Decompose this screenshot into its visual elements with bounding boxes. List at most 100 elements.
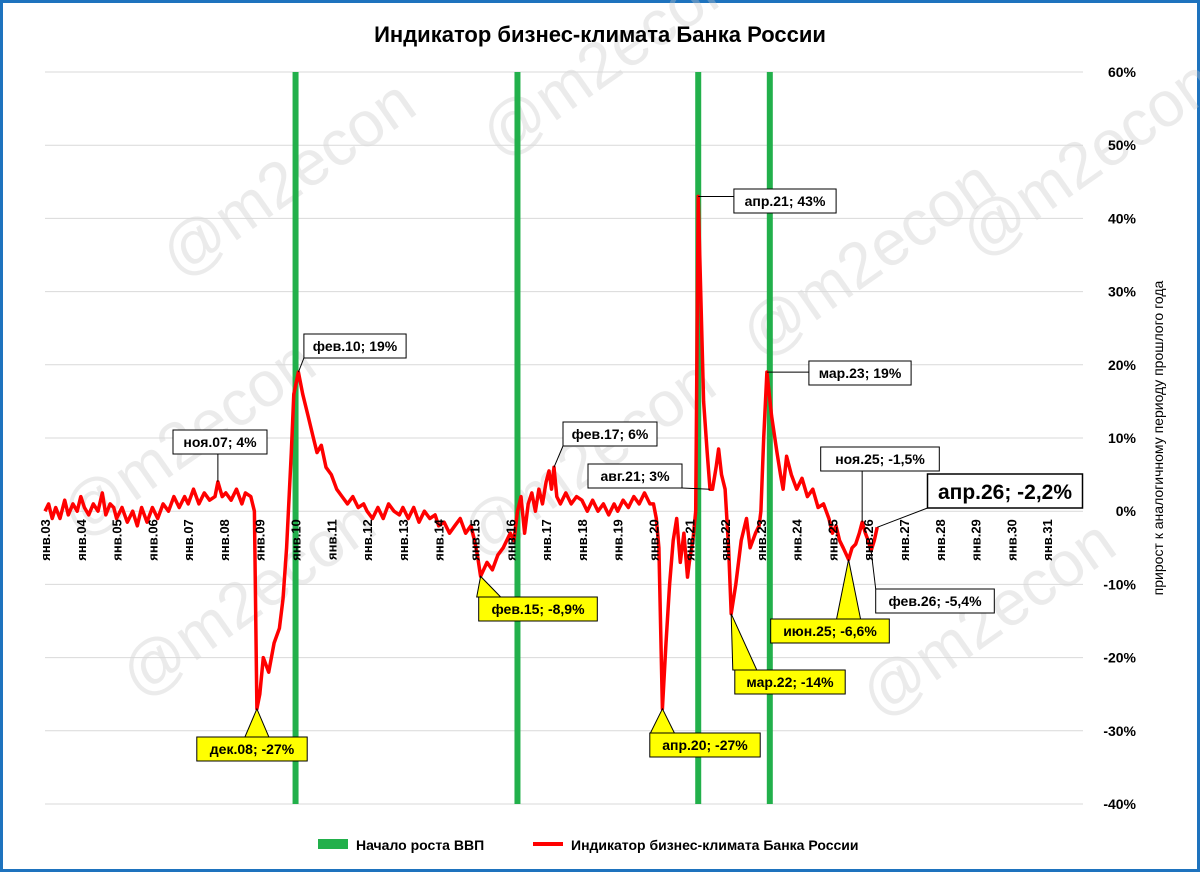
- annotation-pointer: [681, 487, 711, 490]
- x-tick-label: янв.23: [754, 519, 769, 561]
- x-tick-label: янв.11: [324, 519, 339, 560]
- annotation-callout: фев.10; 19%: [297, 333, 407, 373]
- series-line-indicator: [43, 194, 879, 711]
- y-tick-label: -20%: [1103, 650, 1136, 666]
- x-tick-label: янв.21: [682, 519, 697, 561]
- annotation-pointer: [835, 559, 862, 620]
- x-tick-label: янв.04: [74, 518, 89, 560]
- annotation-pointer: [649, 707, 676, 734]
- annotation-box: [770, 618, 890, 644]
- x-tick-label: янв.28: [933, 519, 948, 561]
- watermark-layer: @m2econ@m2econ@m2econ@m2econ@m2econ@m2ec…: [47, 0, 1200, 731]
- annotation-pointer: [877, 507, 928, 528]
- x-tick-label: янв.20: [646, 519, 661, 561]
- annotation-pointer: [870, 550, 877, 590]
- y-tick-label: 10%: [1108, 430, 1137, 446]
- legend-label-indicator: Индикатор бизнес-климата Банка России: [571, 837, 859, 853]
- x-tick-label: янв.07: [181, 519, 196, 561]
- annotation-box: [926, 473, 1084, 509]
- annotation-callout: авг.21; 3%: [587, 463, 711, 490]
- annotation-pointer: [297, 357, 305, 373]
- x-tick-label: янв.05: [110, 519, 125, 561]
- annotation-label: фев.26; -5,4%: [888, 593, 982, 609]
- watermark-text: @m2econ: [847, 505, 1128, 732]
- y-tick-label: 20%: [1108, 357, 1137, 373]
- x-tick-label: янв.06: [145, 519, 160, 561]
- x-tick-label: янв.24: [790, 518, 805, 560]
- y-tick-label: 0%: [1116, 503, 1137, 519]
- annotation-pointer: [244, 707, 270, 738]
- y-axis-ticks: 60% 50% 40% 30% 20% 10% 0% -10% -20% -30% -40%: [1103, 64, 1136, 812]
- annotation-label: мар.22; -14%: [746, 674, 834, 690]
- annotation-label: фев.10; 19%: [313, 338, 398, 354]
- y-tick-label: 50%: [1108, 137, 1137, 153]
- annotation-label: апр.20; -27%: [662, 737, 748, 753]
- x-tick-label: янв.26: [861, 519, 876, 561]
- annotation-callout: апр.26; -2,2%: [877, 473, 1084, 528]
- y-tick-label: -10%: [1103, 576, 1136, 592]
- annotation-callout: фев.26; -5,4%: [870, 550, 995, 614]
- annotation-box: [649, 732, 761, 758]
- annotation-callout: апр.21; 43%: [698, 188, 837, 214]
- annotation-box: [303, 333, 407, 359]
- annotation-box: [875, 588, 995, 614]
- y-tick-label: -30%: [1103, 723, 1136, 739]
- annotation-callout: ноя.07; 4%: [172, 429, 268, 482]
- annotation-label: апр.26; -2,2%: [938, 481, 1072, 504]
- annotation-label: мар.23; 19%: [819, 365, 902, 381]
- watermark-text: @m2econ: [147, 65, 428, 292]
- annotation-pointer: [476, 575, 502, 598]
- annotation-box: [172, 429, 268, 455]
- annotation-box: [808, 360, 912, 386]
- annotation-pointer: [553, 445, 564, 468]
- chart-title: Индикатор бизнес-климата Банка России: [374, 22, 826, 47]
- x-tick-label: янв.31: [1040, 519, 1055, 561]
- annotation-box: [734, 669, 846, 695]
- annotation-callout: мар.23; 19%: [766, 360, 912, 386]
- x-tick-label: янв.08: [217, 519, 232, 561]
- y-tick-label: 40%: [1108, 210, 1137, 226]
- y-tick-label: -40%: [1103, 796, 1136, 812]
- annotation-label: дек.08; -27%: [210, 741, 295, 757]
- annotation-label: фев.17; 6%: [572, 426, 649, 442]
- annotation-label: ноя.07; 4%: [183, 434, 257, 450]
- legend-label-gdp: Начало роста ВВП: [356, 837, 484, 853]
- annotation-box: [478, 596, 598, 622]
- annotations: ноя.07; 4% фев.10; 19% дек.08; -27% фев.15;…: [172, 188, 1084, 762]
- annotation-label: авг.21; 3%: [600, 468, 670, 484]
- x-tick-label: янв.27: [897, 519, 912, 561]
- annotation-box: [196, 736, 308, 762]
- annotation-callout: мар.22; -14%: [730, 613, 846, 695]
- x-tick-label: янв.18: [575, 519, 590, 561]
- annotation-callout: фев.17; 6%: [553, 421, 658, 468]
- x-tick-label: янв.09: [253, 519, 268, 561]
- x-tick-label: янв.14: [432, 518, 447, 560]
- x-tick-label: янв.13: [396, 519, 411, 561]
- x-tick-label: янв.19: [611, 519, 626, 561]
- x-tick-label: янв.15: [468, 519, 483, 561]
- legend-swatch-gdp: [318, 839, 348, 849]
- watermark-text: @m2econ: [947, 45, 1200, 272]
- annotation-callout: дек.08; -27%: [196, 707, 308, 762]
- x-tick-label: янв.29: [969, 519, 984, 561]
- annotation-box: [733, 188, 837, 214]
- annotation-box: [562, 421, 658, 447]
- x-tick-label: янв.12: [360, 519, 375, 561]
- annotation-callout: апр.20; -27%: [649, 707, 761, 758]
- annotation-callout: фев.15; -8,9%: [476, 575, 598, 622]
- legend: Начало роста ВВП Индикатор бизнес-климат…: [318, 837, 859, 853]
- x-tick-label: янв.22: [718, 519, 733, 561]
- y-tick-label: 60%: [1108, 64, 1137, 80]
- series-layer: [43, 194, 879, 711]
- annotation-box: [820, 446, 940, 472]
- annotation-label: июн.25; -6,6%: [783, 623, 877, 639]
- annotation-callout: июн.25; -6,6%: [770, 559, 890, 644]
- y-axis-label: прирост к аналогичному периоду прошлого …: [1150, 280, 1166, 595]
- x-tick-label: янв.25: [825, 519, 840, 561]
- x-tick-label: янв.16: [503, 519, 518, 561]
- annotation-label: апр.21; 43%: [745, 193, 826, 209]
- x-axis-ticks: янв.03 янв.04 янв.05 янв.06 янв.07 янв.08 янв.…: [38, 518, 1055, 560]
- annotation-callout: ноя.25; -1,5%: [820, 446, 940, 523]
- x-tick-label: янв.03: [38, 519, 53, 561]
